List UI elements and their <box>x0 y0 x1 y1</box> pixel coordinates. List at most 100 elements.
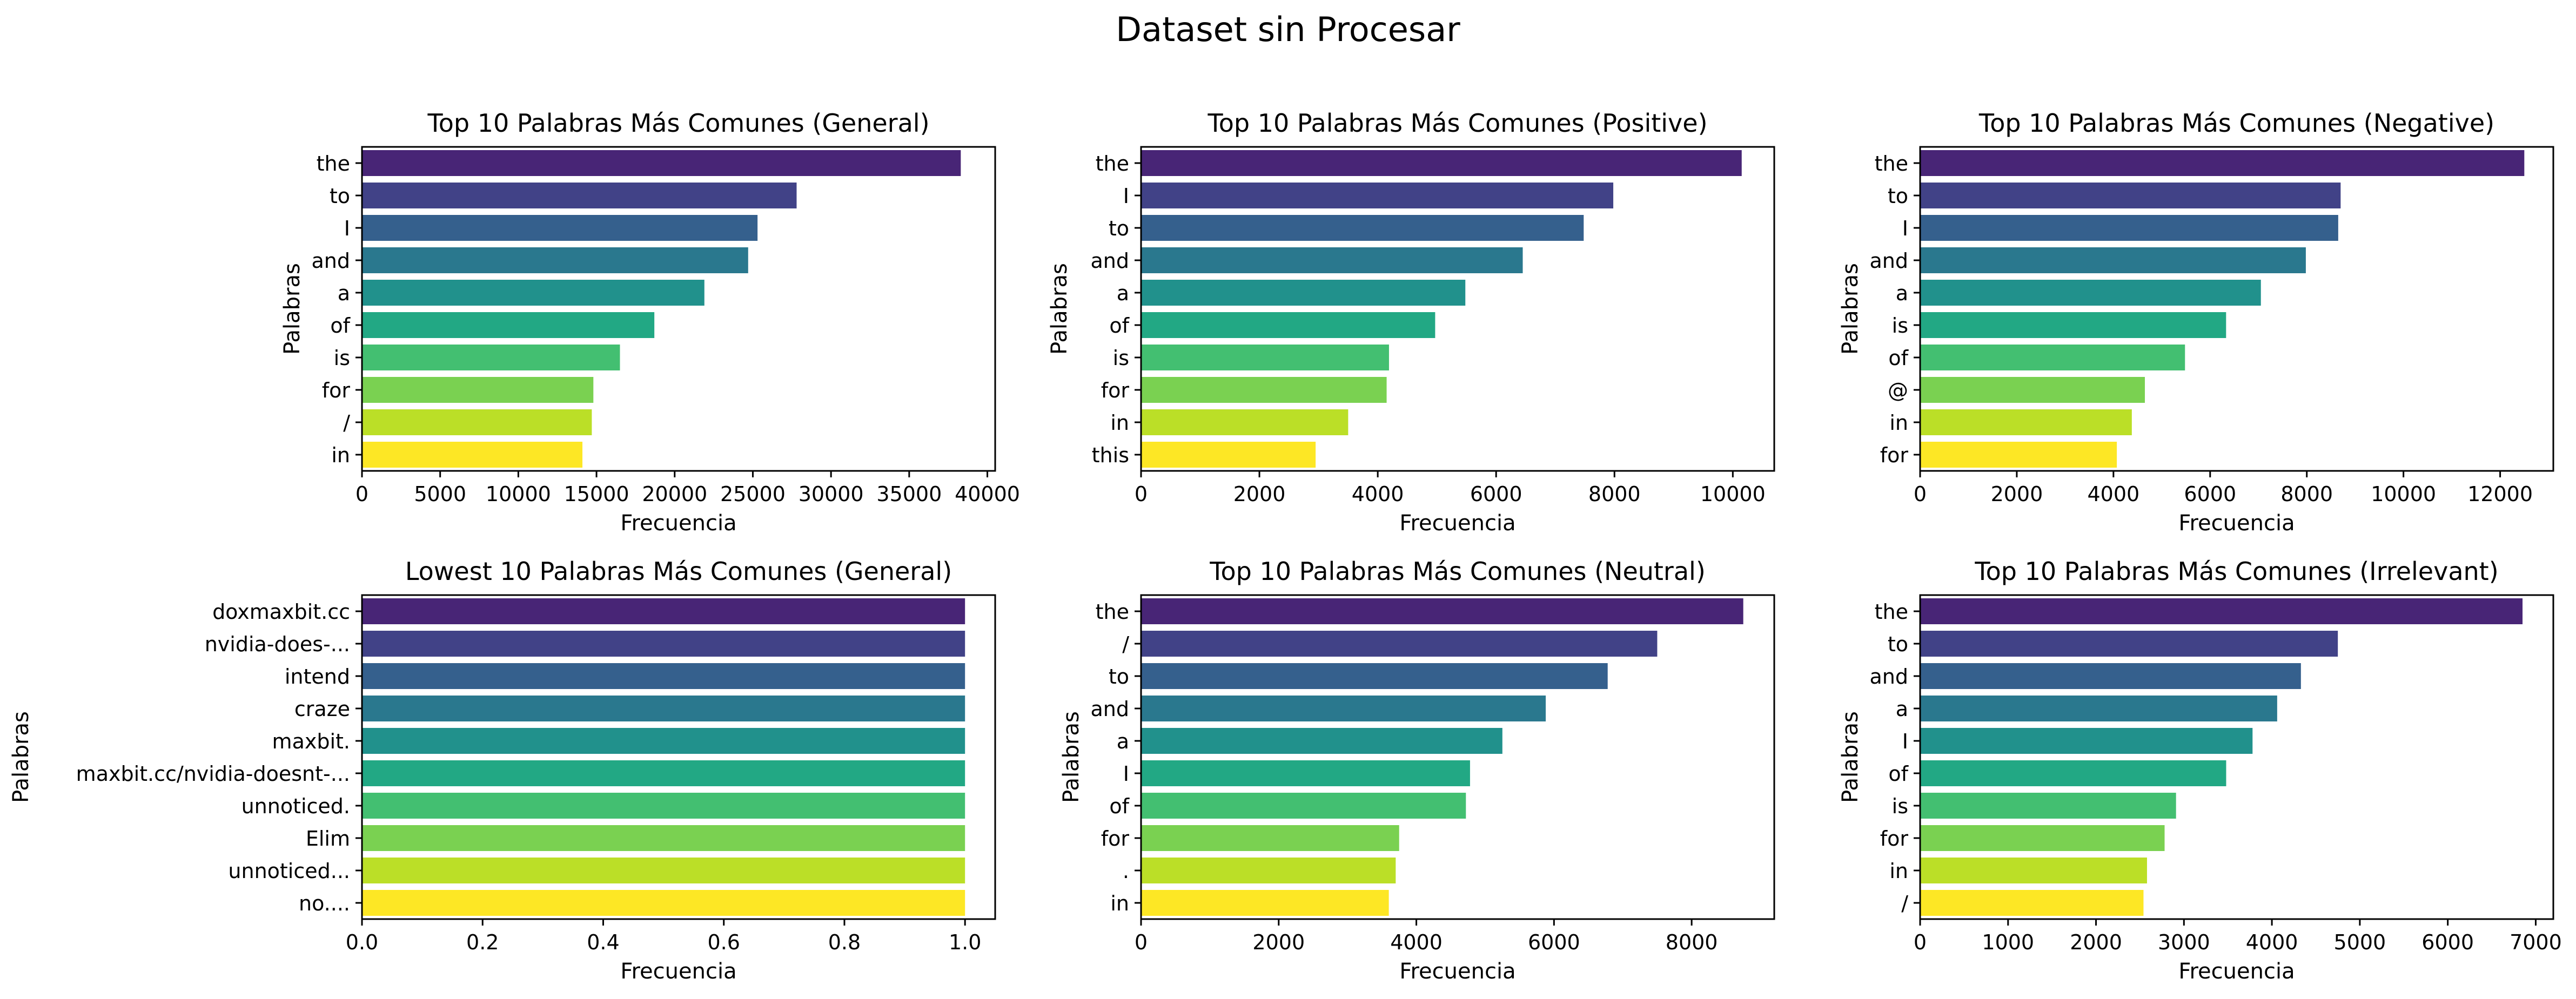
y-tick-label: for <box>1101 827 1130 850</box>
chart-title: Top 10 Palabras Más Comunes (Neutral) <box>1209 557 1706 586</box>
x-tick-label: 12000 <box>2467 482 2533 506</box>
y-tick-label: doxmaxbit.cc <box>212 600 350 624</box>
bar-10 <box>362 890 965 916</box>
y-tick-label: in <box>331 443 350 467</box>
bar-10 <box>1920 890 2144 916</box>
bar-5 <box>1920 728 2253 754</box>
y-tick-label: intend <box>285 665 350 688</box>
y-tick-label: I <box>1123 762 1129 786</box>
bar-6 <box>1141 312 1435 338</box>
axes-frame <box>361 594 996 920</box>
y-tick-label: maxbit.cc/nvidia-doesnt-... <box>76 762 350 786</box>
y-tick-label: . <box>1123 859 1129 883</box>
x-tick-label: 6000 <box>1470 482 1522 506</box>
y-tick-label: and <box>1091 697 1130 721</box>
bar-9 <box>362 409 592 435</box>
bar-5 <box>1141 728 1502 754</box>
y-tick-label: in <box>1889 859 1908 883</box>
y-tick-label: maxbit. <box>272 730 350 753</box>
x-tick-label: 7000 <box>2510 930 2562 954</box>
y-tick-label: and <box>312 249 351 273</box>
bar-4 <box>1141 247 1523 273</box>
y-tick-label: of <box>330 314 351 338</box>
x-tick-label: 2000 <box>1252 930 1305 954</box>
y-tick-label: for <box>1101 379 1130 402</box>
x-tick-label: 0 <box>1135 930 1148 954</box>
bar-1 <box>1141 150 1742 176</box>
x-tick-label: 0 <box>355 482 368 506</box>
bar-8 <box>1920 377 2145 403</box>
bar-1 <box>1920 150 2525 176</box>
bar-10 <box>1920 442 2117 468</box>
y-tick-label: for <box>322 379 351 402</box>
x-axis-label: Frecuencia <box>620 511 736 536</box>
x-axis-label: Frecuencia <box>2178 511 2295 536</box>
y-tick-label: / <box>343 411 350 435</box>
x-tick-label: 0.8 <box>828 930 861 954</box>
x-axis-label: Frecuencia <box>620 959 736 984</box>
axes-frame <box>1919 594 2554 920</box>
x-tick-label: 6000 <box>2184 482 2236 506</box>
y-tick-label: no.... <box>299 892 350 915</box>
x-tick-label: 6000 <box>2421 930 2474 954</box>
y-tick-label: is <box>334 346 350 370</box>
y-tick-label: unnoticed... <box>228 859 350 883</box>
x-tick-label: 0 <box>1914 930 1927 954</box>
y-tick-label: a <box>1896 697 1908 721</box>
axes-frame <box>1140 146 1775 472</box>
y-tick-label: in <box>1110 892 1129 915</box>
y-tick-label: the <box>1096 600 1129 624</box>
bar-1 <box>362 598 965 624</box>
x-tick-label: 25000 <box>720 482 786 506</box>
bar-8 <box>362 825 965 851</box>
bar-5 <box>362 728 965 754</box>
bar-4 <box>362 247 748 273</box>
bar-6 <box>1920 312 2226 338</box>
y-axis-label: Palabras <box>1838 263 1863 355</box>
bar-1 <box>362 150 961 176</box>
y-tick-label: craze <box>294 697 350 721</box>
y-tick-label: the <box>1096 152 1129 176</box>
bar-8 <box>362 377 594 403</box>
y-tick-label: the <box>317 152 350 176</box>
x-tick-label: 0.0 <box>346 930 378 954</box>
bar-9 <box>1141 858 1396 883</box>
chart-title: Top 10 Palabras Más Comunes (Positive) <box>1207 109 1707 138</box>
bar-7 <box>1141 345 1389 370</box>
bar-1 <box>1141 598 1743 624</box>
chart-title: Top 10 Palabras Más Comunes (General) <box>427 109 929 138</box>
bar-3 <box>362 215 758 241</box>
bar-6 <box>1141 760 1470 786</box>
bar-5 <box>1920 280 2261 306</box>
bar-7 <box>1920 345 2185 370</box>
x-axis-label: Frecuencia <box>2178 959 2295 984</box>
bar-9 <box>1920 409 2132 435</box>
bar-7 <box>1141 793 1466 819</box>
x-tick-label: 0.6 <box>707 930 740 954</box>
x-tick-label: 4000 <box>1352 482 1404 506</box>
y-tick-label: a <box>1117 281 1129 305</box>
x-tick-label: 3000 <box>2158 930 2210 954</box>
y-tick-label: / <box>1122 632 1129 656</box>
y-tick-label: to <box>1888 184 1908 208</box>
y-tick-label: a <box>1117 730 1129 753</box>
bar-9 <box>362 858 965 883</box>
y-tick-label: to <box>330 184 350 208</box>
bar-10 <box>1141 442 1316 468</box>
bar-5 <box>362 280 705 306</box>
y-axis-label: Palabras <box>1047 263 1072 355</box>
bar-3 <box>1141 663 1608 689</box>
bar-6 <box>362 760 965 786</box>
bar-10 <box>1141 890 1389 916</box>
y-tick-label: of <box>1888 762 1909 786</box>
bar-2 <box>362 183 797 208</box>
bar-9 <box>1920 858 2147 883</box>
x-tick-label: 0 <box>1135 482 1148 506</box>
bar-3 <box>1920 215 2338 241</box>
x-tick-label: 0.2 <box>466 930 499 954</box>
figure-title: Dataset sin Procesar <box>1116 10 1460 49</box>
